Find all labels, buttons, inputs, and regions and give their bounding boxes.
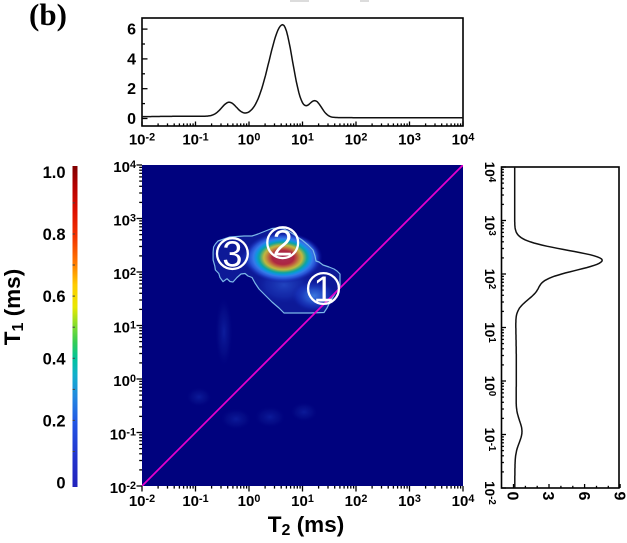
svg-text:102: 102 [482, 269, 497, 289]
svg-text:2: 2 [273, 223, 293, 264]
svg-text:4: 4 [127, 51, 136, 68]
svg-text:3: 3 [222, 234, 242, 275]
svg-text:T1 (ms): T1 (ms) [0, 269, 27, 345]
svg-text:0.6: 0.6 [43, 288, 66, 306]
svg-text:0: 0 [127, 111, 136, 128]
svg-text:0.2: 0.2 [43, 412, 66, 430]
svg-text:1: 1 [313, 269, 333, 310]
svg-text:2: 2 [127, 81, 136, 98]
svg-text:100: 100 [482, 376, 497, 396]
svg-text:6: 6 [127, 22, 136, 39]
svg-text:3: 3 [539, 492, 556, 501]
svg-text:101: 101 [482, 322, 497, 343]
svg-text:(b): (b) [29, 0, 67, 32]
svg-text:103: 103 [482, 215, 497, 236]
svg-text:6: 6 [575, 492, 592, 501]
svg-text:10-1: 10-1 [482, 428, 497, 452]
svg-text:0: 0 [56, 475, 65, 493]
svg-text:1.0: 1.0 [43, 164, 66, 182]
svg-text:0.4: 0.4 [43, 350, 67, 368]
svg-text:10-2: 10-2 [482, 481, 497, 505]
svg-text:0.8: 0.8 [43, 226, 66, 244]
svg-text:9: 9 [610, 492, 627, 501]
svg-text:T2 (ms): T2 (ms) [268, 512, 344, 538]
svg-text:104: 104 [482, 162, 497, 183]
svg-text:0: 0 [504, 492, 521, 501]
